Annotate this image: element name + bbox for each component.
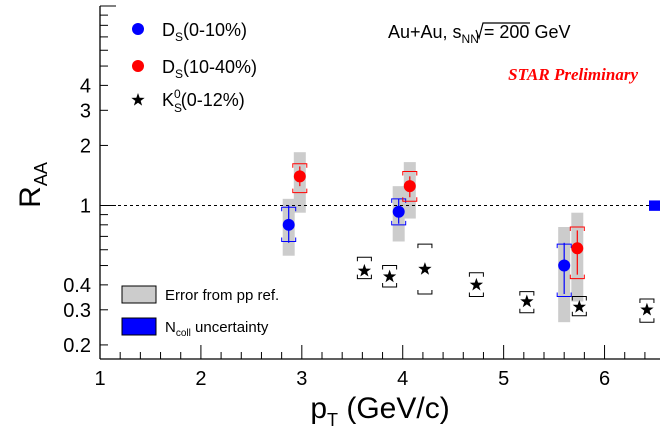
sys-bracket-bottom-ks0: [382, 283, 398, 288]
data-point-ds-mid: [293, 170, 306, 183]
data-markers: [282, 170, 654, 316]
sys-bracket-top-ds-mid: [569, 226, 585, 232]
sys-bracket-bottom-ds-mid: [402, 197, 418, 202]
preliminary-label: STAR Preliminary: [508, 65, 638, 84]
data-point-ks0: [572, 299, 586, 313]
data-point-ks0: [418, 262, 432, 275]
legend-bottom: Error from pp ref. Ncoll uncertainty: [121, 285, 279, 339]
sys-bracket-top-ks0: [356, 256, 372, 262]
sys-bracket-bottom-ds-central: [391, 220, 407, 226]
y-tick-label: 0.3: [63, 300, 91, 322]
sys-bracket-top-ks0: [571, 295, 587, 301]
legend-label-ncoll: Ncoll uncertainty: [165, 319, 269, 339]
legend-label-ds-mid: DS(10-40%): [162, 57, 257, 81]
sys-bracket-bottom-ks0: [639, 318, 655, 323]
data-point-ks0: [382, 269, 397, 283]
tick-labels: 1 2 3 4 5 6 0.2 0.3 0.4 1 2 3 4: [63, 75, 610, 390]
y-tick-label: 2: [80, 135, 91, 157]
legend-marker-ds-central: [132, 23, 144, 35]
data-point-ds-mid: [571, 242, 584, 255]
sys-bracket-bottom-ds-central: [556, 292, 572, 297]
legend-box-pp-ref: [121, 285, 157, 304]
sys-bracket-bottom-ks0: [519, 308, 535, 314]
sqrt-symbol: [475, 22, 530, 40]
sys-bracket-top-ks0: [417, 243, 433, 249]
x-tick-label: 2: [195, 368, 206, 390]
legend-top: DS(0-10%) DS(10-40%) KS0(0-12%): [131, 20, 257, 115]
data-point-ds-central: [392, 205, 405, 218]
collision-system-label: Au+Au, sNN = 200 GeV: [388, 22, 570, 46]
y-tick-label: 0.4: [63, 275, 91, 297]
legend-label-ks0: KS0(0-12%): [162, 87, 245, 115]
sys-bracket-bottom-ds-mid: [292, 188, 308, 194]
sys-bracket-top-ds-mid: [402, 171, 418, 176]
sys-bracket-top-ks0: [519, 291, 535, 296]
sys-bracket-bottom-ks0: [356, 274, 372, 280]
sys-bracket-bottom-ds-mid: [569, 274, 585, 280]
data-point-ks0: [520, 294, 534, 308]
legend-marker-ds-mid: [132, 60, 144, 72]
x-tick-label: 6: [599, 368, 610, 390]
y-tick-label: 1: [80, 195, 91, 217]
legend-label-ds-central: DS(0-10%): [162, 20, 247, 44]
ncoll-uncertainty-box: [649, 200, 660, 211]
x-tick-label: 3: [296, 368, 307, 390]
ncoll-uncertainty-group: [649, 200, 660, 211]
data-point-ks0: [469, 277, 484, 291]
sys-bracket-top-ks0: [468, 272, 484, 277]
y-tick-label: 4: [80, 75, 91, 97]
data-point-ks0: [357, 263, 372, 277]
x-tick-label: 1: [94, 368, 105, 390]
tick-marks: [99, 5, 646, 359]
sys-bracket-bottom-ks0: [571, 311, 587, 317]
x-tick-label: 5: [498, 368, 509, 390]
data-point-ds-central: [558, 259, 571, 272]
legend-label-pp-ref: Error from pp ref.: [165, 287, 279, 304]
sys-bracket-top-ds-mid: [292, 163, 308, 168]
x-axis-title: pT (GeV/c): [310, 392, 449, 430]
legend-box-ncoll: [121, 317, 157, 336]
y-tick-label: 3: [80, 100, 91, 122]
y-tick-label: 0.2: [63, 335, 91, 357]
sys-bracket-bottom-ks0: [468, 292, 484, 297]
axes: [99, 6, 660, 360]
sys-bracket-bottom-ks0: [417, 289, 433, 295]
data-point-ds-central: [282, 218, 295, 231]
legend-marker-ks0: [131, 93, 145, 106]
systematic-brackets: [281, 163, 655, 323]
y-axis-title: RAA: [14, 162, 51, 208]
x-tick-label: 4: [397, 368, 408, 390]
data-point-ks0: [640, 302, 654, 316]
data-point-ds-mid: [403, 180, 416, 193]
sys-bracket-top-ks0: [382, 265, 398, 270]
sys-bracket-top-ks0: [639, 298, 655, 303]
